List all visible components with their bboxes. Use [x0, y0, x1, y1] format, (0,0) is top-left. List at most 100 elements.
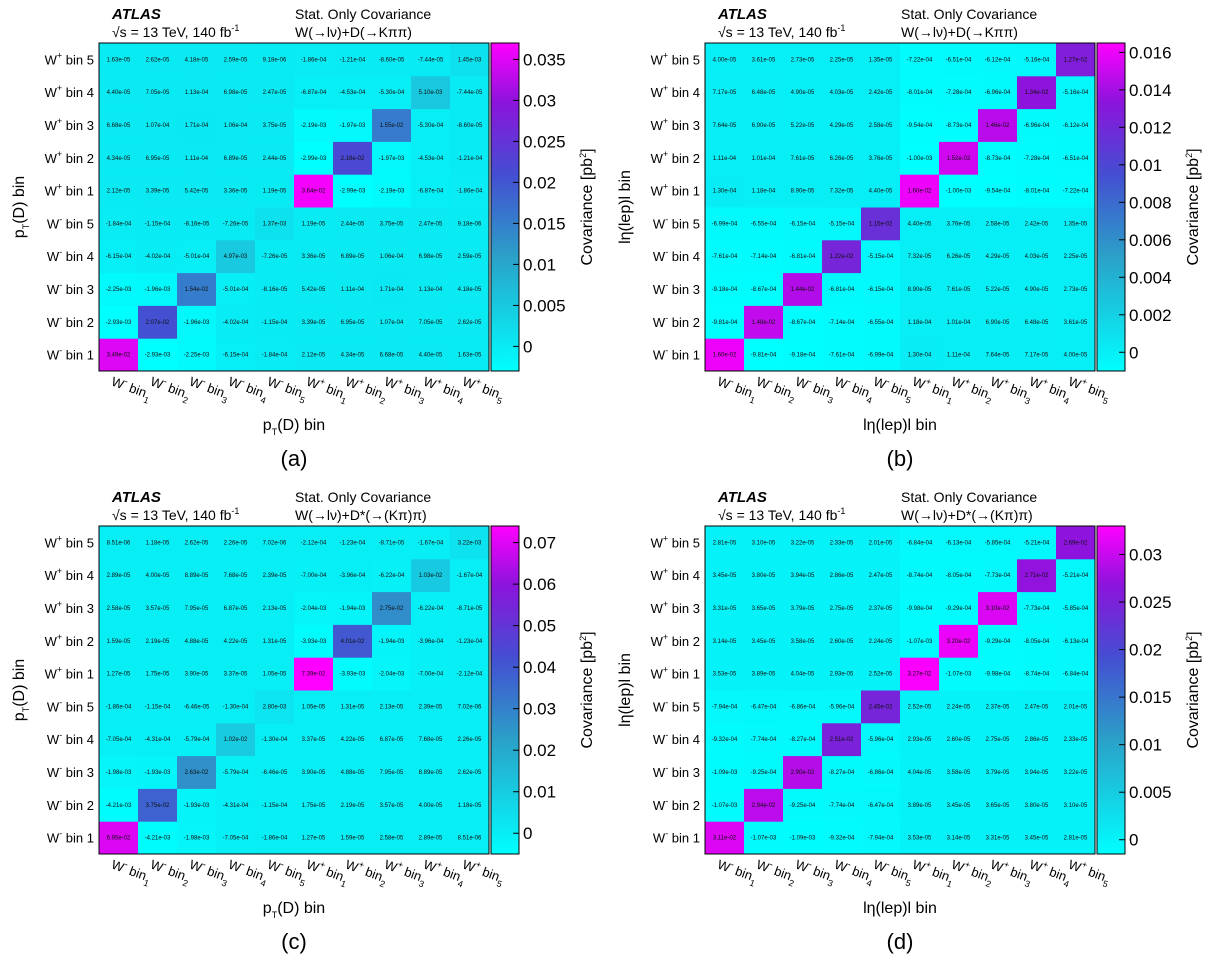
y-tick-w: W: [45, 118, 58, 133]
heatmap-cell: [1056, 657, 1096, 691]
cell-value-label: -6.87e-04: [418, 189, 444, 195]
heatmap-cell: [744, 141, 784, 175]
heatmap-cell: [822, 821, 862, 855]
x-tick-bin: bin: [847, 379, 872, 400]
cell-value-label: -8.67e-04: [790, 320, 816, 326]
cell-value-label: -4.02e-04: [145, 254, 171, 260]
cell-value-label: 3.75e-02: [146, 803, 170, 809]
heatmap-cell: [939, 305, 979, 339]
heatmap-cell: [861, 108, 901, 142]
heatmap-cell: [177, 272, 217, 306]
heatmap-cell: [978, 788, 1018, 822]
heatmap-cell: [177, 75, 217, 110]
cell-value-label: 6.90e-05: [752, 123, 776, 129]
y-tick-w: W: [47, 798, 60, 813]
cell-value-label: 3.37e-05: [224, 672, 248, 678]
cell-value-label: -5.30e-04: [418, 123, 444, 129]
heatmap-cell: [1017, 43, 1057, 77]
cell-value-label: -7.14e-04: [751, 254, 777, 260]
cell-value-label: 3.65e-05: [986, 803, 1010, 809]
cell-value-label: -7.05e-04: [223, 836, 249, 842]
heatmap-cell: [372, 272, 412, 306]
cell-value-label: -6.99e-04: [712, 221, 738, 227]
cell-value-label: 1.71e-04: [185, 123, 209, 129]
y-tick-charge: -: [59, 763, 62, 773]
cell-value-label: 2.59e-05: [224, 57, 248, 63]
heatmap-cell: [939, 821, 979, 855]
heatmap-cell: [900, 174, 940, 208]
heatmap-cell: [783, 305, 823, 339]
heatmap-cell: [372, 239, 412, 274]
cell-value-label: 6.48e-05: [1025, 320, 1049, 326]
cell-value-label: 2.89e-05: [107, 573, 131, 579]
cell-value-label: -1.23e-04: [457, 639, 483, 645]
cell-value-label: 4.97e-03: [224, 254, 248, 260]
x-tick-charge: +: [357, 376, 365, 387]
y-tick-label: W- bin 1: [653, 346, 700, 363]
cell-value-label: 4.22e-05: [341, 737, 365, 743]
process-label: W(→lν)+D*(→(Kπ)π): [901, 507, 1033, 523]
cell-value-label: -8.71e-05: [457, 606, 483, 612]
x-tick-label: W- bin5: [870, 372, 916, 406]
energy-sup: -1: [837, 506, 845, 516]
heatmap-cell: [783, 239, 823, 274]
cell-value-label: 4.90e-05: [791, 90, 815, 96]
x-tick-charge: +: [963, 859, 971, 870]
y-tick-charge: +: [663, 50, 668, 60]
colorbar-title-sup: 2: [578, 636, 588, 641]
x-tick-bin-number: 5: [495, 878, 503, 889]
heatmap-cell: [372, 141, 412, 175]
heatmap-cell: [216, 239, 256, 274]
cell-value-label: 7.95e-05: [380, 770, 404, 776]
cell-value-label: 3.79e-05: [791, 606, 815, 612]
cell-value-label: -2.19e-03: [301, 123, 327, 129]
heatmap-cell: [333, 207, 373, 241]
y-tick-w: W: [47, 249, 60, 264]
heatmap-cell: [978, 821, 1018, 855]
heatmap-cell: [138, 43, 178, 77]
cell-value-label: -8.16e-05: [262, 287, 288, 293]
cell-value-label: 4.40e-05: [869, 189, 893, 195]
cell-value-label: -6.86e-04: [790, 704, 816, 710]
heatmap-cell: [411, 722, 451, 757]
x-tick-charge: +: [1080, 859, 1088, 870]
heatmap-cell: [99, 624, 139, 658]
x-tick-bin: bin: [927, 863, 952, 884]
x-tick-charge: -: [807, 859, 813, 869]
x-tick-charge: +: [318, 859, 326, 870]
heatmap-cell: [939, 239, 979, 274]
y-tick-w: W: [45, 568, 58, 583]
heatmap-cell: [705, 108, 745, 142]
cell-value-label: 3.14e-05: [947, 836, 971, 842]
heatmap-cell: [99, 591, 139, 625]
cell-value-label: 7.05e-05: [419, 320, 443, 326]
heatmap-cell: [861, 338, 901, 372]
heatmap-cell: [177, 43, 217, 77]
heatmap-cell: [138, 624, 178, 658]
colorbar-tick-label: 0.03: [523, 700, 556, 719]
cell-value-label: 2.73e-05: [791, 57, 815, 63]
heatmap-cell: [978, 207, 1018, 241]
cell-value-label: -8.01e-04: [1024, 189, 1050, 195]
heatmap-cell: [294, 526, 334, 560]
cell-value-label: 1.01e-04: [947, 320, 971, 326]
cell-value-label: 2.47e-05: [869, 573, 893, 579]
x-tick-charge: -: [201, 376, 207, 386]
x-tick-w: W: [265, 857, 282, 876]
x-tick-charge: -: [729, 376, 735, 386]
cell-value-label: -2.99e-03: [301, 156, 327, 162]
y-tick-w: W: [653, 282, 666, 297]
x-tick-bin-number: 2: [787, 878, 795, 889]
heatmap-cell: [216, 305, 256, 339]
heatmap-cell: [138, 272, 178, 306]
heatmap-cell: [861, 722, 901, 757]
cell-value-label: 2.39e-05: [419, 704, 443, 710]
heatmap-cell: [1056, 141, 1096, 175]
heatmap-cell: [450, 821, 490, 855]
heatmap-cell: [450, 558, 490, 593]
cell-value-label: 1.07e-04: [146, 123, 170, 129]
heatmap-cell: [138, 821, 178, 855]
cell-value-label: 3.45e-05: [947, 803, 971, 809]
heatmap-cell: [372, 722, 412, 757]
heatmap-cell: [1017, 141, 1057, 175]
